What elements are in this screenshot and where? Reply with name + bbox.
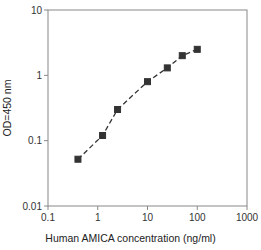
x-axis-label: Human AMICA concentration (ng/ml) — [45, 232, 215, 244]
x-tick — [197, 206, 198, 210]
y-tick-label: 0.1 — [28, 135, 42, 146]
x-tick — [48, 206, 49, 210]
data-point — [100, 132, 106, 138]
plot-area — [75, 46, 200, 162]
data-point — [179, 53, 185, 59]
y-tick — [44, 140, 48, 141]
y-tick-label: 0.01 — [23, 201, 43, 212]
data-point — [75, 156, 81, 162]
x-tick-label: 100 — [189, 212, 206, 223]
y-axis-label: OD=450 nm — [1, 79, 13, 136]
y-tick-label: 1 — [36, 70, 42, 81]
x-tick-label: 1000 — [236, 212, 259, 223]
data-point — [194, 46, 200, 52]
chart: 0.111010010000.010.1110Human AMICA conce… — [0, 0, 261, 250]
data-point — [164, 65, 170, 71]
data-point — [115, 106, 121, 112]
x-tick-label: 0.1 — [41, 212, 55, 223]
x-tick — [147, 206, 148, 210]
x-tick-label: 1 — [95, 212, 101, 223]
data-point — [145, 79, 151, 85]
x-tick — [97, 206, 98, 210]
x-tick-label: 10 — [142, 212, 154, 223]
data-line — [78, 49, 197, 159]
y-tick-label: 10 — [31, 5, 43, 16]
x-tick — [247, 206, 248, 210]
y-tick — [44, 10, 48, 11]
y-tick — [44, 206, 48, 207]
y-tick — [44, 75, 48, 76]
plot-frame — [48, 10, 247, 206]
chart-container: 0.111010010000.010.1110Human AMICA conce… — [0, 0, 261, 250]
